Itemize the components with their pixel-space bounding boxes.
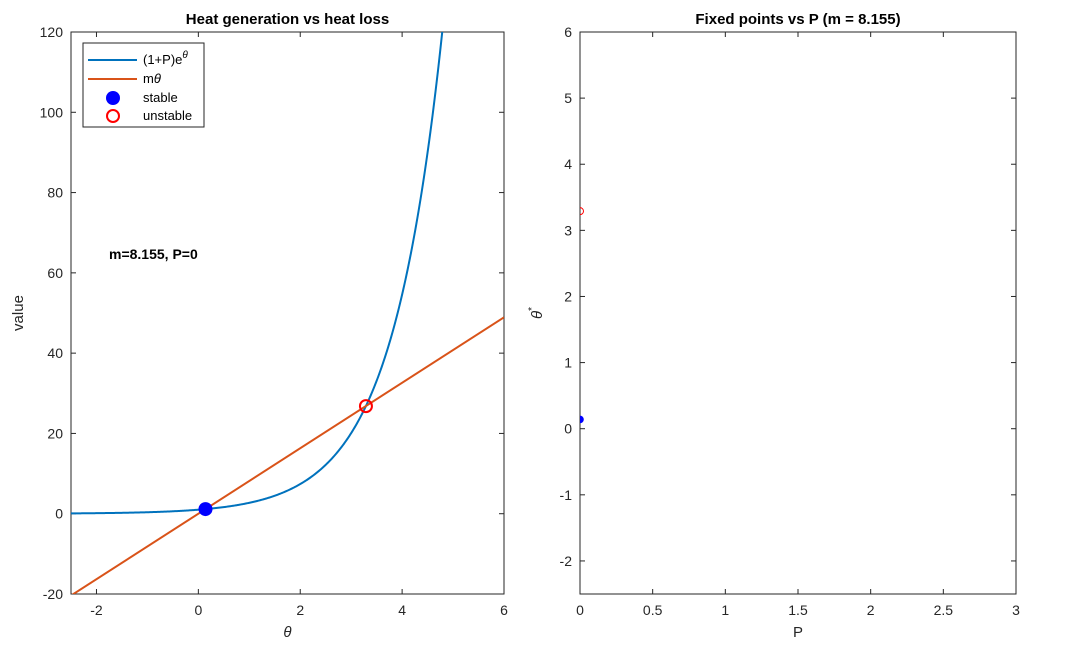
y-tick-label: 0 (55, 506, 63, 522)
x-tick-label: 2 (867, 602, 875, 618)
x-tick-label: 4 (398, 602, 406, 618)
y-tick-label: 60 (47, 265, 63, 281)
plot-area (579, 31, 1017, 595)
chart-panel-2: 0 0.5 1 1.5 2 2.5 3 -2 -1 0 1 2 3 4 5 6 Fixed points vs … (527, 11, 1020, 641)
y-tick-label: 6 (564, 24, 572, 40)
fixed-point-stable (580, 415, 584, 424)
x-tick-label: 0 (576, 602, 584, 618)
y-tick-label: 3 (564, 222, 572, 238)
x-tick-label: 2 (296, 602, 304, 618)
y-tick-label: 0 (564, 421, 572, 437)
y-tick-label: 4 (564, 156, 572, 172)
legend: (1+P)eθ mθ stable unstable (82, 42, 205, 128)
fixed-point-unstable (580, 207, 584, 216)
unstable-point (358, 399, 373, 414)
x-tick-label: -2 (90, 602, 103, 618)
x-tick-label: 1.5 (788, 602, 808, 618)
y-tick-label: 80 (47, 185, 63, 201)
y-tick-label: 5 (564, 90, 572, 106)
y-tick-label: 20 (47, 425, 63, 441)
chart-title: Fixed points vs P (m = 8.155) (695, 11, 900, 28)
x-tick-label: 3 (1012, 602, 1020, 618)
legend-stable-marker (106, 91, 120, 105)
x-tick-label: 2.5 (934, 602, 954, 618)
plot-content (580, 207, 584, 424)
x-tick-label: 0.5 (643, 602, 663, 618)
y-tick-label: 1 (564, 355, 572, 371)
y-tick-label: -20 (43, 586, 63, 602)
stable-point (198, 502, 213, 517)
y-axis-label: value (10, 295, 27, 331)
legend-label-unstable: unstable (143, 108, 192, 123)
x-tick-label: 1 (721, 602, 729, 618)
legend-label-curve: (1+P)eθ (143, 50, 188, 67)
y-tick-label: -1 (560, 487, 573, 503)
y-tick-label: 2 (564, 288, 572, 304)
x-tick-label: 6 (500, 602, 508, 618)
legend-box (82, 42, 205, 128)
curve-exp-series (71, 32, 444, 515)
y-tick-label: -2 (560, 553, 573, 569)
legend-label-stable: stable (143, 90, 178, 105)
x-axis-label: θ (283, 624, 291, 641)
line-mtheta-series (71, 316, 504, 594)
chart-title: Heat generation vs heat loss (186, 11, 389, 28)
y-axis-label: θ* (527, 307, 546, 319)
x-tick-label: 0 (194, 602, 202, 618)
x-axis-label: P (793, 624, 803, 641)
annotation-text: m=8.155, P=0 (109, 246, 198, 262)
y-tick-label: 40 (47, 345, 63, 361)
legend-unstable-marker (106, 109, 120, 123)
legend-label-line: mθ (143, 71, 161, 86)
plot-content (71, 32, 504, 594)
y-tick-label: 120 (40, 24, 64, 40)
y-tick-label: 100 (40, 104, 64, 120)
